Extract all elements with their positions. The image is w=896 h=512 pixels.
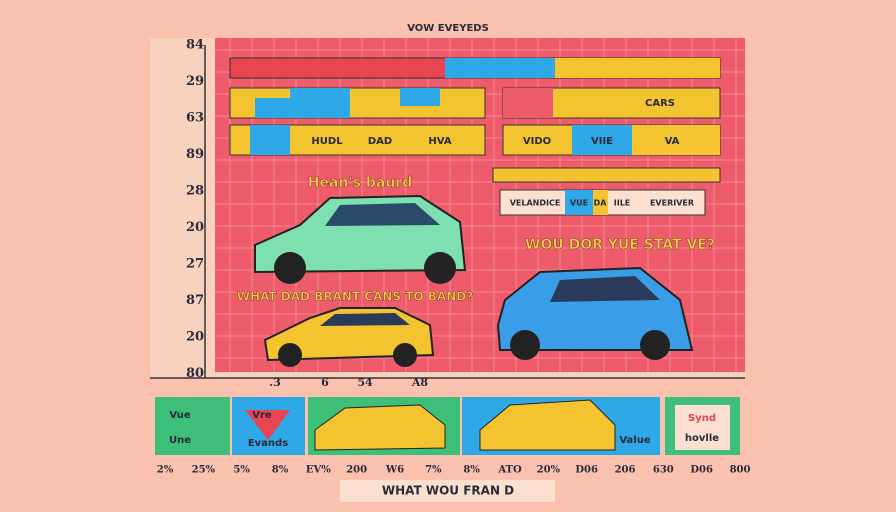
row-label: HUDL (311, 136, 343, 147)
footer-number: 20% (537, 465, 561, 476)
strip-label: VUE (570, 199, 588, 208)
y-tick-label: 84 (186, 38, 204, 53)
panel-label: Value (619, 435, 650, 446)
footer-number: 2% (157, 465, 174, 476)
bar-segment (445, 58, 555, 78)
y-tick-label: 63 (186, 111, 204, 126)
footer-box (340, 480, 555, 502)
block (255, 98, 290, 118)
panel-label: Evands (248, 438, 288, 449)
block (565, 190, 593, 215)
footer-number: EV% (306, 465, 331, 476)
footer-title: WHAT WOU FRAN D (382, 484, 514, 498)
panel-label: Synd (688, 413, 716, 424)
car-small (479, 399, 616, 451)
car-small (314, 404, 446, 451)
caption: WOU DOR YUE STAT VE? (525, 237, 715, 253)
panel-card (675, 405, 730, 450)
x-tick-label: 6 (321, 376, 329, 389)
panel-label: Une (169, 435, 191, 446)
footer-number: 800 (730, 465, 751, 476)
strip-label: IILE (614, 199, 631, 208)
row-label: HVA (428, 136, 451, 147)
bar-segment (555, 58, 720, 78)
footer-number: D06 (575, 465, 598, 476)
footer-number: 8% (463, 465, 480, 476)
footer-number: 7% (425, 465, 442, 476)
footer-number: ATO (497, 465, 522, 476)
block (400, 88, 440, 106)
strip-label: VELANDICE (510, 199, 561, 208)
x-tick-label: A8 (411, 376, 429, 389)
block (632, 125, 720, 155)
car-yellow (263, 307, 435, 367)
strip (492, 167, 721, 183)
y-tick-label: 29 (186, 74, 204, 89)
block (572, 125, 632, 155)
x-tick-label: 54 (357, 376, 373, 389)
footer-number: 630 (653, 465, 674, 476)
y-tick-label: 89 (186, 147, 204, 162)
caption: Hean's baurd (308, 175, 412, 191)
panel-label: Vre (252, 410, 272, 421)
footer-number: 8% (272, 465, 289, 476)
x-tick-label: .3 (269, 376, 280, 389)
footer-number: W6 (385, 465, 404, 476)
car-blue (496, 266, 694, 360)
footer-number: 200 (346, 465, 367, 476)
y-tick-label: 20 (186, 330, 204, 345)
footer-number: 5% (233, 465, 250, 476)
car-green (254, 194, 467, 284)
panel-label: hovlle (685, 433, 719, 444)
y-tick-label: 80 (186, 366, 204, 381)
y-tick-label: 87 (186, 293, 204, 308)
footer-number: 25% (192, 465, 216, 476)
row-label: CARS (645, 98, 675, 109)
block (250, 125, 290, 155)
strip-label: EVERIVER (650, 199, 694, 208)
row-label: VIIE (591, 136, 613, 147)
y-tick-label: 27 (186, 257, 204, 272)
strip-label: DA (594, 199, 608, 208)
panel-label: Vue (169, 410, 191, 421)
row-label: VA (665, 136, 680, 147)
block (290, 88, 350, 118)
block (503, 88, 553, 118)
y-tick-label: 28 (186, 184, 204, 199)
header-title: VOW EVEYEDS (407, 23, 489, 34)
y-tick-label: 20 (186, 220, 204, 235)
row-label: VIDO (523, 136, 551, 147)
panel (155, 397, 230, 455)
row-label: DAD (368, 136, 392, 147)
footer-number: 206 (615, 465, 636, 476)
block (593, 190, 608, 215)
footer-number: D06 (690, 465, 713, 476)
caption: WHAT DAD BRANT CANS TO BAND? (237, 290, 473, 304)
panel-icon (245, 410, 290, 440)
